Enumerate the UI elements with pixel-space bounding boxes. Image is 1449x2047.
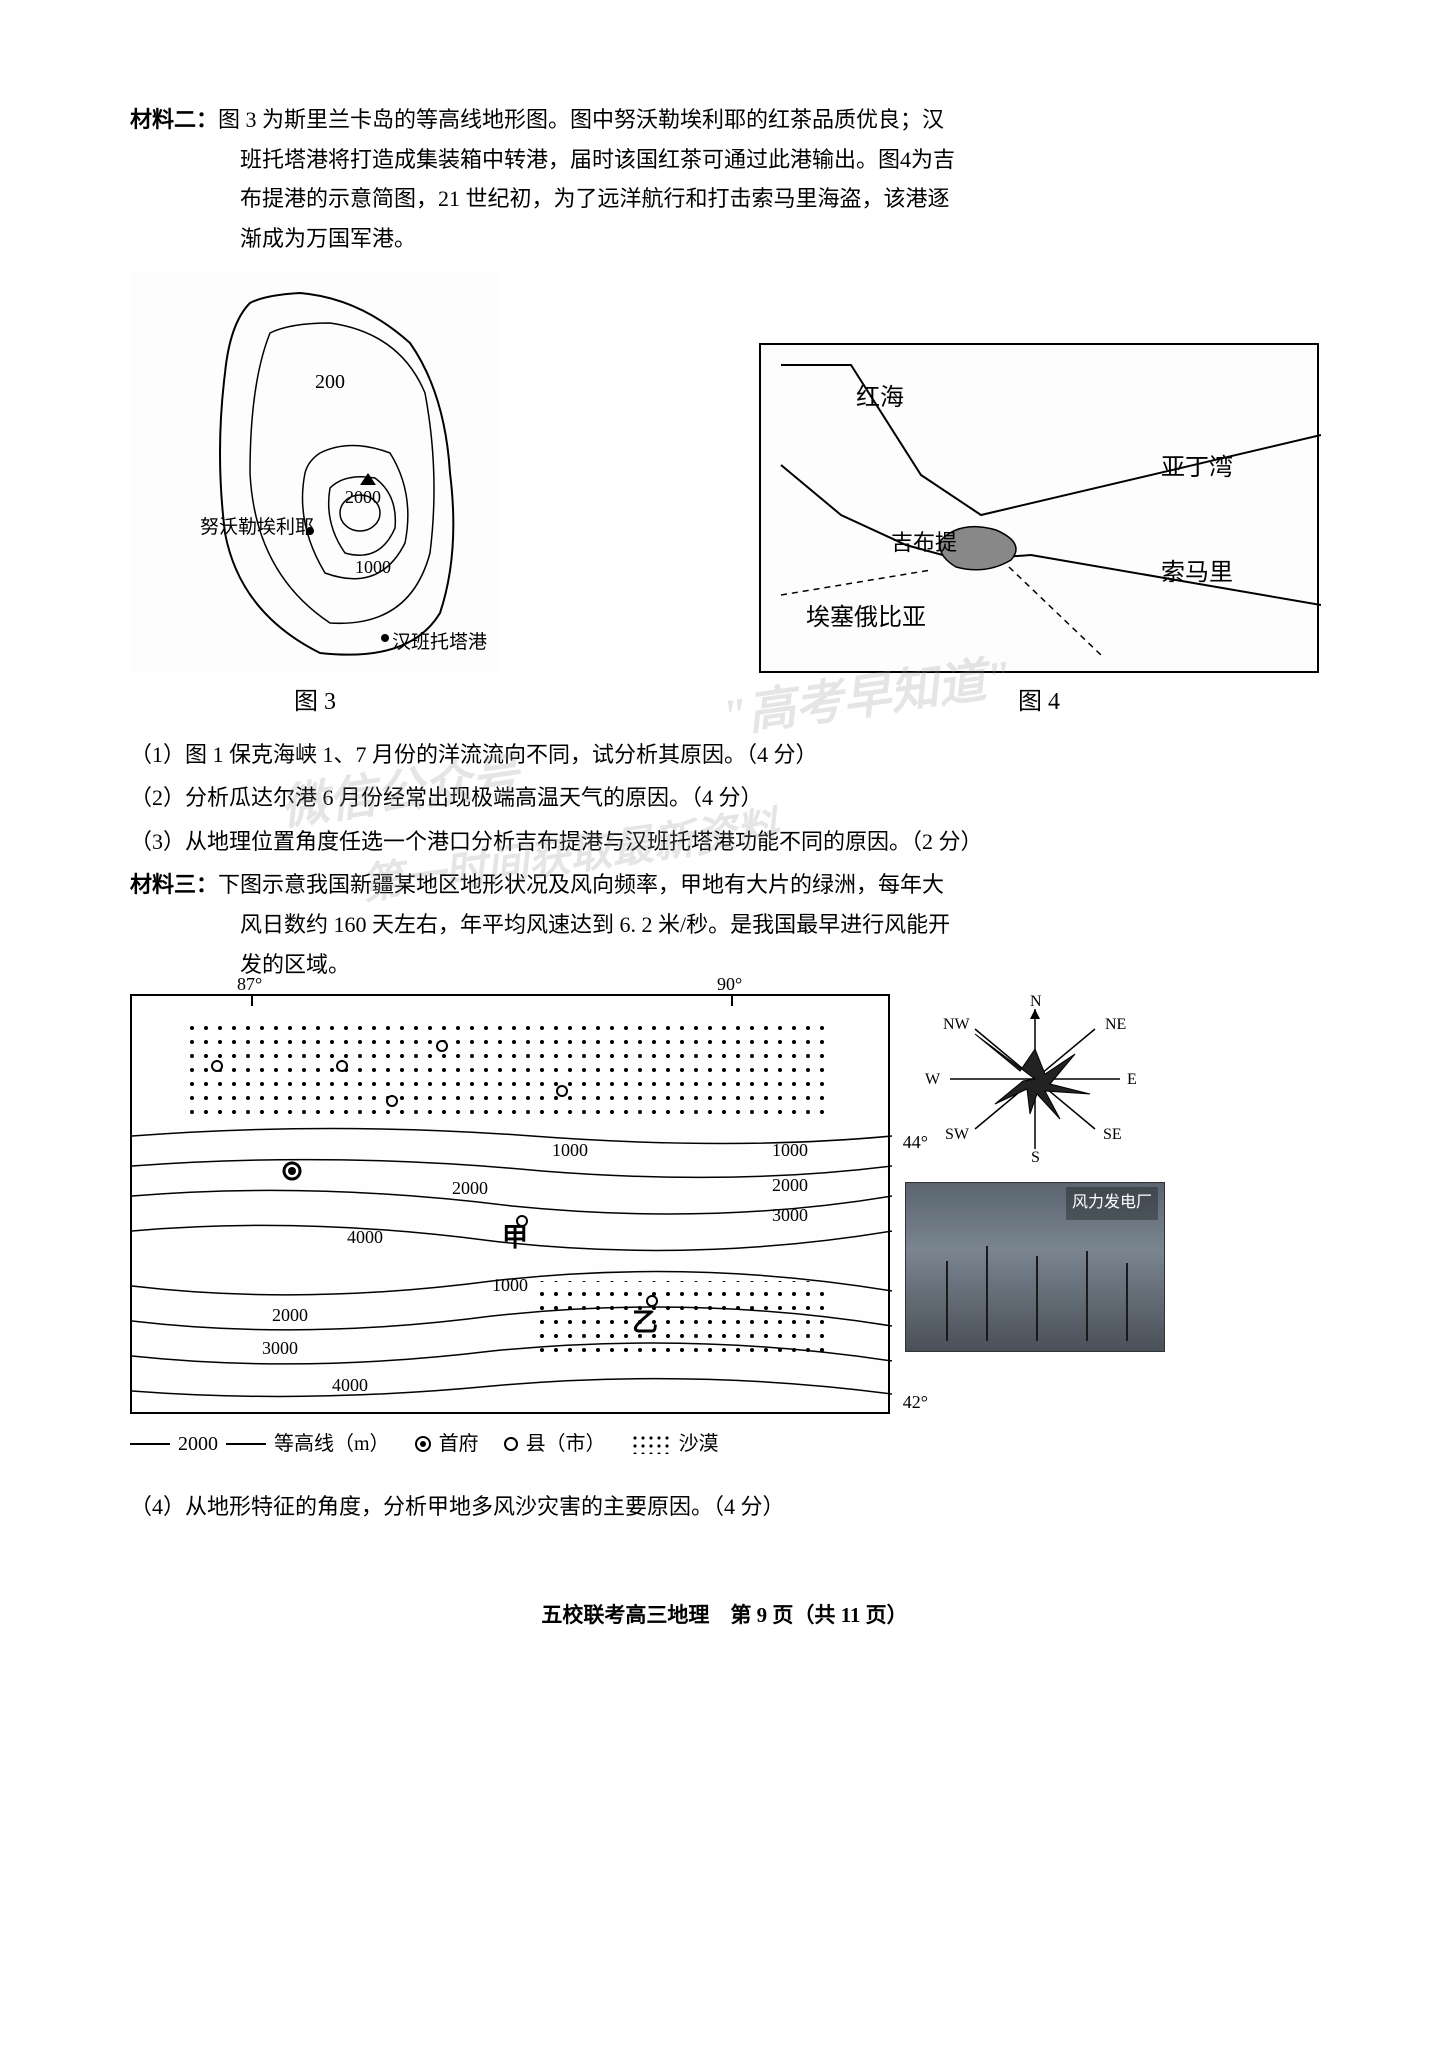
material-2-block: 材料二：图 3 为斯里兰卡岛的等高线地形图。图中努沃勒埃利耶的红茶品质优良；汉 … — [130, 100, 1319, 258]
svg-text:4000: 4000 — [332, 1375, 368, 1395]
svg-text:汉班托塔港: 汉班托塔港 — [392, 631, 487, 653]
wind-farm-photo: 风力发电厂 — [905, 1182, 1165, 1352]
material-3-t2: 风日数约 160 天左右，年平均风速达到 6. 2 米/秒。是我国最早进行风能开 — [240, 905, 1319, 945]
material-3-block: 材料三：下图示意我国新疆某地区地形状况及风向频率，甲地有大片的绿洲，每年大 风日… — [130, 865, 1319, 984]
material-2-t2: 班托塔港将打造成集装箱中转港，届时该国红茶可通过此港输出。图4为吉 — [240, 140, 1319, 180]
map-5-side-panel: N NE E SE S SW W NW 图示地区风向频率图 风力发电厂 — [905, 994, 1165, 1352]
svg-text:W: W — [925, 1071, 941, 1088]
svg-text:1000: 1000 — [492, 1275, 528, 1295]
wind-rose-diagram: N NE E SE S SW W NW 图示地区风向频率图 — [905, 994, 1165, 1174]
map-5-svg: 1000 2000 4000 1000 2000 3000 1000 2000 … — [132, 996, 892, 1416]
svg-text:索马里: 索马里 — [1161, 559, 1233, 586]
material-2-label: 材料二： — [130, 107, 218, 132]
question-1: （1）图 1 保克海峡 1、7 月份的洋流流向不同，试分析其原因。（4 分） — [130, 735, 1319, 775]
map-3-frame: 200 2000 1000 努沃勒埃利耶 汉班托塔港 — [130, 273, 500, 673]
svg-text:2000: 2000 — [772, 1175, 808, 1195]
material-2-line-1: 材料二：图 3 为斯里兰卡岛的等高线地形图。图中努沃勒埃利耶的红茶品质优良；汉 — [130, 100, 1319, 140]
svg-text:吉布提: 吉布提 — [891, 530, 957, 555]
material-3-t1: 下图示意我国新疆某地区地形状况及风向频率，甲地有大片的绿洲，每年大 — [218, 872, 944, 897]
fig-4-caption: 图 4 — [1018, 681, 1060, 724]
svg-text:3000: 3000 — [772, 1205, 808, 1225]
legend-value: 2000 — [178, 1426, 218, 1462]
page-footer: 五校联考高三地理 第 9 页（共 11 页） — [130, 1597, 1319, 1635]
svg-text:努沃勒埃利耶: 努沃勒埃利耶 — [200, 516, 314, 538]
svg-text:NE: NE — [1105, 1016, 1126, 1033]
material-2-t3: 布提港的示意简图，21 世纪初，为了远洋航行和打击索马里海盗，该港逐 — [240, 179, 1319, 219]
svg-text:埃塞俄比亚: 埃塞俄比亚 — [806, 604, 926, 631]
svg-text:1000: 1000 — [552, 1140, 588, 1160]
lon-90: 90° — [717, 968, 742, 1000]
wind-photo-label: 风力发电厂 — [1066, 1187, 1158, 1220]
svg-text:1000: 1000 — [772, 1140, 808, 1160]
legend-contour-label: 等高线（m） — [274, 1426, 390, 1462]
legend-capital: 首府 — [415, 1426, 479, 1462]
svg-text:亚丁湾: 亚丁湾 — [1161, 454, 1233, 481]
material-3-t3: 发的区域。 — [240, 945, 1319, 985]
lon-87: 87° — [237, 968, 262, 1000]
fig-3-caption: 图 3 — [294, 681, 336, 724]
svg-text:N: N — [1030, 994, 1042, 1010]
svg-text:1000: 1000 — [355, 557, 391, 577]
svg-text:2000: 2000 — [452, 1178, 488, 1198]
map-5-frame: 1000 2000 4000 1000 2000 3000 1000 2000 … — [130, 994, 890, 1414]
svg-text:2000: 2000 — [272, 1305, 308, 1325]
material-2-t4: 渐成为万国军港。 — [240, 219, 1319, 259]
svg-text:4000: 4000 — [347, 1227, 383, 1247]
legend-contour: 2000 等高线（m） — [130, 1426, 390, 1462]
legend-county-label: 县（市） — [526, 1426, 606, 1462]
map-4-frame: 红海 亚丁湾 吉布提 埃塞俄比亚 索马里 — [759, 343, 1319, 673]
svg-text:SE: SE — [1103, 1126, 1122, 1143]
legend-desert: 沙漠 — [631, 1426, 719, 1462]
map-5-legend: 2000 等高线（m） 首府 县（市） 沙漠 — [130, 1426, 890, 1462]
material-3-line-1: 材料三：下图示意我国新疆某地区地形状况及风向频率，甲地有大片的绿洲，每年大 — [130, 865, 1319, 905]
svg-text:SW: SW — [945, 1126, 970, 1143]
svg-text:红海: 红海 — [856, 384, 904, 411]
svg-text:S: S — [1031, 1149, 1040, 1166]
svg-text:甲: 甲 — [502, 1223, 528, 1252]
figure-4: 红海 亚丁湾 吉布提 埃塞俄比亚 索马里 图 4 — [759, 343, 1319, 724]
map-4-svg: 红海 亚丁湾 吉布提 埃塞俄比亚 索马里 — [761, 345, 1321, 675]
svg-text:E: E — [1127, 1071, 1137, 1088]
question-3: （3）从地理位置角度任选一个港口分析吉布提港与汉班托塔港功能不同的原因。（2 分… — [130, 822, 1319, 862]
figure-3: 200 2000 1000 努沃勒埃利耶 汉班托塔港 图 3 — [130, 273, 500, 724]
svg-text:200: 200 — [315, 371, 345, 393]
material-2-t1: 图 3 为斯里兰卡岛的等高线地形图。图中努沃勒埃利耶的红茶品质优良；汉 — [218, 107, 944, 132]
question-4: （4）从地形特征的角度，分析甲地多风沙灾害的主要原因。（4 分） — [130, 1487, 1319, 1527]
svg-text:乙: 乙 — [632, 1308, 658, 1337]
material-3-label: 材料三： — [130, 872, 218, 897]
legend-capital-label: 首府 — [439, 1426, 479, 1462]
svg-text:3000: 3000 — [262, 1338, 298, 1358]
svg-text:NW: NW — [943, 1016, 971, 1033]
map-3-svg: 200 2000 1000 努沃勒埃利耶 汉班托塔港 — [130, 273, 500, 673]
legend-county: 县（市） — [504, 1426, 606, 1462]
question-2: （2）分析瓜达尔港 6 月份经常出现极端高温天气的原因。（4 分） — [130, 778, 1319, 818]
lat-42: 42° — [903, 1386, 928, 1418]
figures-row-3-4: 200 2000 1000 努沃勒埃利耶 汉班托塔港 图 3 红海 — [130, 273, 1319, 724]
legend-desert-label: 沙漠 — [679, 1426, 719, 1462]
map-5-container: 1000 2000 4000 1000 2000 3000 1000 2000 … — [130, 994, 1319, 1462]
svg-text:2000: 2000 — [345, 487, 381, 507]
